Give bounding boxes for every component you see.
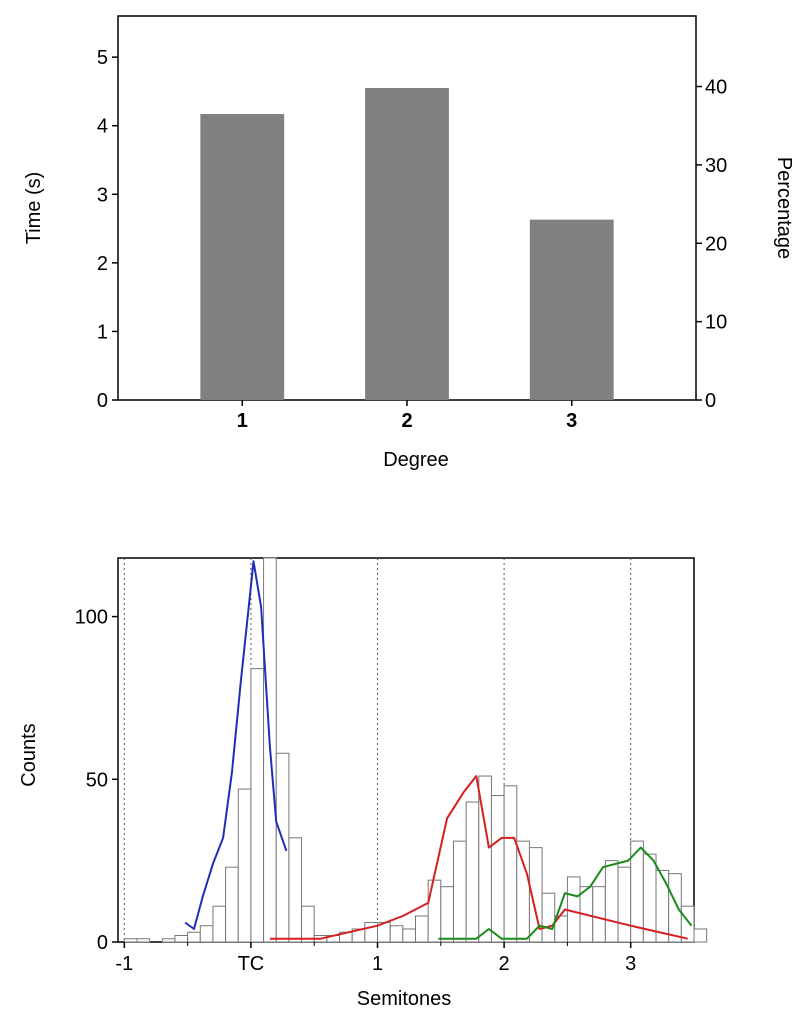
histogram-bar [490,795,505,943]
histogram-bar [275,752,290,943]
y2-tick-label: 20 [705,233,727,255]
histogram-bar [452,840,467,943]
histogram-bar [414,915,429,943]
histogram-bar [604,860,619,943]
y-tick-label: 1 [97,321,108,343]
y-tick-label: 50 [86,769,108,791]
histogram-bar [199,925,214,943]
bar [529,219,614,400]
y-tick-label: 5 [97,47,108,69]
y2-tick-label: 30 [705,155,727,177]
y-tick-label: 3 [97,184,108,206]
histogram-bar [503,785,518,943]
histogram-bar [288,837,303,943]
histogram-bar [161,938,176,943]
y-tick-label: 4 [97,116,108,138]
histogram-bar [465,801,480,943]
histogram-bar [516,840,530,943]
y-tick-label: 2 [97,253,108,275]
histogram-bar [250,668,265,943]
histogram-bar [212,905,227,943]
y-axis-label: Counts [18,723,40,786]
bar-chart-degree: 0 1 2 3 4 5 0 10 20 30 40 1 2 3 Degree Time (s) Per… [23,15,795,471]
x-tick-label: 1 [372,953,383,975]
histogram-bar [668,873,682,943]
x-tick-label: TC [238,953,265,975]
x-axis-label: Degree [383,449,449,471]
histogram-semitones: 0 50 100 -1 TC 1 2 3 Semitones Counts [18,557,708,1010]
y2-tick-label: 40 [705,77,727,99]
y2-axis-label: Percentage [773,157,795,259]
histogram-bar [693,928,708,943]
y-axis-label: Time (s) [23,172,45,245]
histogram-bar [541,892,556,943]
y2-tick-label: 0 [705,390,716,412]
x-axis-label: Semitones [357,988,452,1009]
y-tick-label: 0 [97,932,108,954]
histogram-bar [389,925,404,943]
series-line-2 [269,775,688,940]
histogram-bar [301,905,315,943]
x-tick-label: 2 [401,410,412,432]
histogram-bar [402,928,416,943]
histogram-bar [187,931,201,943]
histogram-bar [440,886,454,943]
histogram-bar [592,886,606,943]
x-tick-label: 2 [499,953,510,975]
histogram-bar [680,905,695,943]
y-tick-label: 100 [75,607,108,629]
series-line-1 [184,560,288,930]
histogram-bar [617,866,632,943]
bar [200,114,285,401]
x-tick-label: 1 [237,410,248,432]
histogram-bar [123,938,138,943]
x-tick-label: 3 [566,410,577,432]
x-tick-label: -1 [115,953,133,975]
histogram-bar [427,879,442,943]
histogram-bar [136,938,151,943]
series-line-3 [438,846,693,940]
y2-tick-label: 10 [705,312,727,334]
bar [365,88,449,400]
y-tick-label: 0 [97,390,108,412]
histogram-bar [225,866,239,943]
histogram-bar [174,934,189,943]
histogram-bar [566,876,581,943]
histogram-bar [237,788,252,943]
x-tick-label: 3 [625,953,636,975]
